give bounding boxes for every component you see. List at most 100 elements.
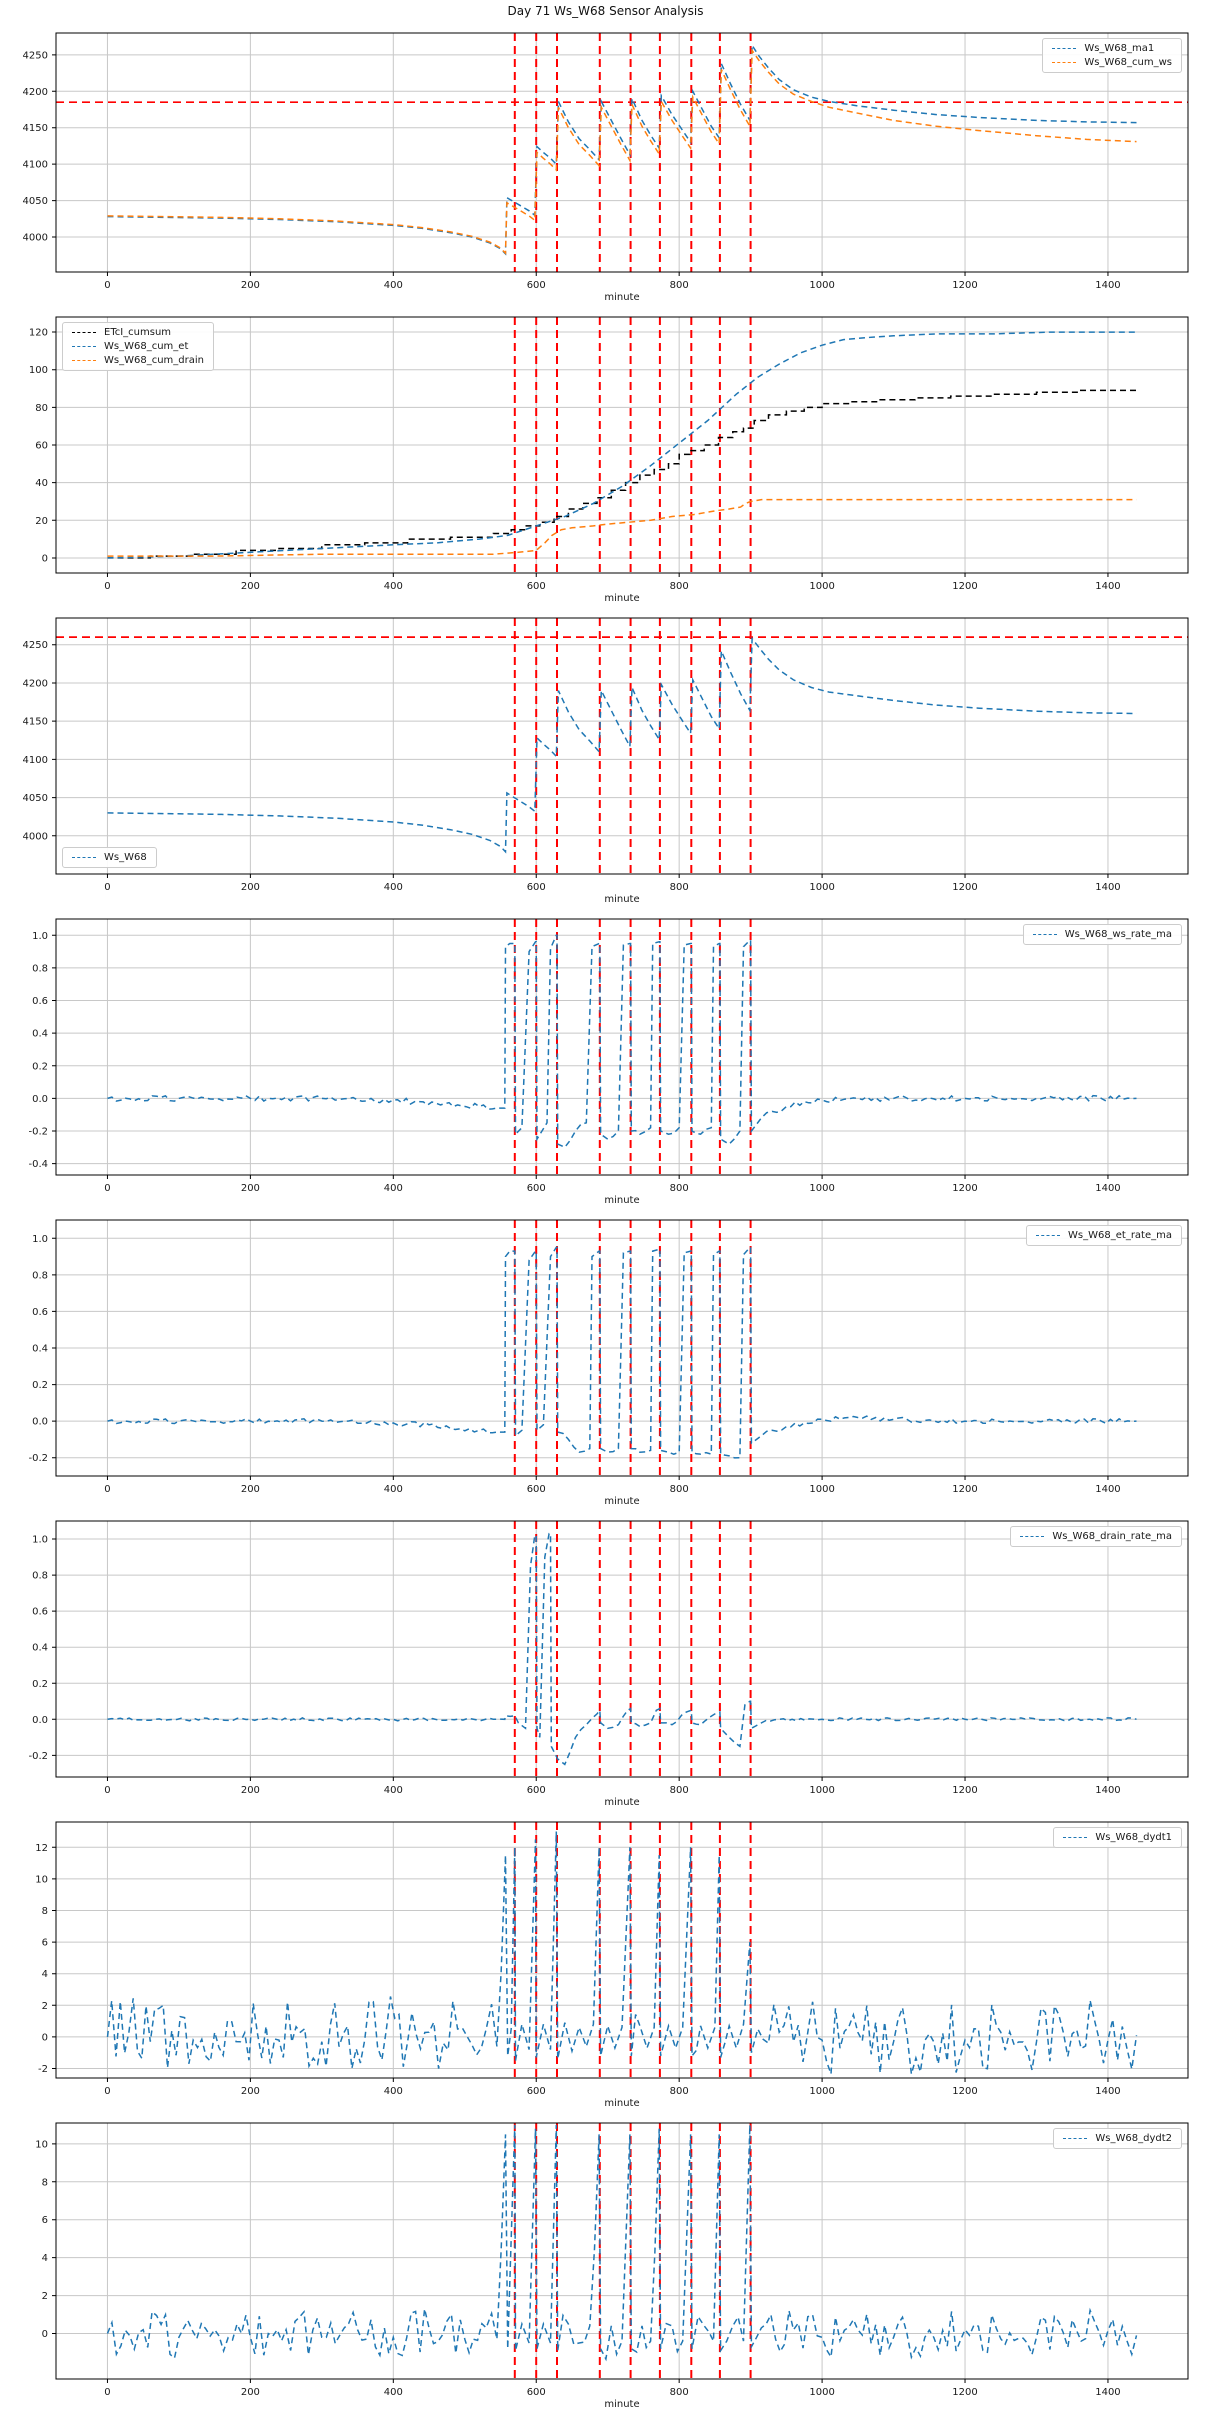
tick-marks xyxy=(52,934,1109,1179)
series-Ws_W68_dydt2 xyxy=(106,2124,1138,2362)
subplot-ws-rate-ma: 0 200 400 600 800 1000 1200 1400 -0.4 -0.2 0.0 0.2 0… xyxy=(0,903,1211,1204)
y-tick-label: 100 xyxy=(29,365,48,376)
x-axis-label: minute xyxy=(604,292,639,301)
legend-entry: Ws_W68_cum_drain xyxy=(72,355,204,366)
legend: Ws_W68 xyxy=(62,847,157,868)
gridlines xyxy=(56,33,1188,272)
legend-label: Ws_W68_dydt1 xyxy=(1095,1832,1172,1843)
figure-title: Day 71 Ws_W68 Sensor Analysis xyxy=(507,4,704,18)
axes-border xyxy=(55,1219,1189,1477)
legend-entry: Ws_W68 xyxy=(72,852,147,863)
legend-entry: Ws_W68_ma1 xyxy=(1052,43,1172,54)
y-tick-label: -2 xyxy=(38,2064,48,2075)
plot-canvas-1: 0 200 400 600 800 1000 1200 1400 4000 4050 4100 415… xyxy=(23,32,1189,301)
subplot-dydt1: 0 200 400 600 800 1000 1200 1400 -2 0 2 4 6 8 10 12 minu… xyxy=(0,1806,1211,2107)
x-tick-label: 1000 xyxy=(809,1484,834,1495)
axes-border xyxy=(55,2122,1189,2380)
event-vlines xyxy=(513,33,752,272)
x-tick-label: 1000 xyxy=(809,1183,834,1194)
x-tick-label: 1000 xyxy=(809,2387,834,2398)
legend-entry: Ws_W68_drain_rate_ma xyxy=(1020,1531,1172,1542)
y-tick-label: 2 xyxy=(42,2001,48,2012)
legend-line-sample xyxy=(72,346,96,347)
x-tick-label: 0 xyxy=(104,882,110,893)
gridlines xyxy=(56,1220,1188,1476)
tick-marks xyxy=(52,331,1109,577)
x-tick-label: 1000 xyxy=(809,581,834,592)
y-tick-label: 4150 xyxy=(23,123,48,134)
x-tick-label: 0 xyxy=(104,1785,110,1796)
x-tick-label: 200 xyxy=(241,2387,260,2398)
x-tick-label: 1400 xyxy=(1095,882,1120,893)
y-tick-label: 2 xyxy=(42,2291,48,2302)
x-tick-label: 600 xyxy=(527,1484,546,1495)
x-tick-label: 1400 xyxy=(1095,1183,1120,1194)
legend: Ws_W68_et_rate_ma xyxy=(1026,1225,1182,1246)
plot-canvas-8: 0 200 400 600 800 1000 1200 1400 0 2 4 6 8 10 minute xyxy=(35,2122,1189,2408)
y-tick-label: 80 xyxy=(35,403,48,414)
x-axis-label: minute xyxy=(604,593,639,602)
x-tick-label: 400 xyxy=(384,2086,403,2097)
legend-line-sample xyxy=(72,332,96,333)
legend-line-sample xyxy=(1063,1837,1088,1838)
tick-marks xyxy=(52,1538,1109,1781)
axes-border xyxy=(55,32,1189,273)
series-Ws_W68_ws_rate_ma xyxy=(107,934,1137,1149)
legend-label: Ws_W68_cum_et xyxy=(104,341,189,352)
y-tick-label: 0.0 xyxy=(32,1715,48,1726)
legend: Ws_W68_drain_rate_ma xyxy=(1010,1526,1182,1547)
y-tick-label: 4200 xyxy=(23,678,48,689)
series-ETcI_cumsum xyxy=(107,388,1138,559)
gridlines xyxy=(56,2123,1188,2379)
y-tick-label: 0.2 xyxy=(32,1380,48,1391)
tick-marks xyxy=(52,1846,1109,2082)
gridlines xyxy=(56,618,1188,874)
y-tick-label: 4050 xyxy=(23,793,48,804)
subplot-cumulative-et-drain: 0 200 400 600 800 1000 1200 1400 0 20 40 60 80 100 120… xyxy=(0,301,1211,602)
x-tick-label: 800 xyxy=(670,2086,689,2097)
y-tick-label: 1.0 xyxy=(32,1234,48,1245)
axes-border xyxy=(55,1520,1189,1778)
x-tick-label: 1400 xyxy=(1095,280,1120,291)
subplot-dydt2: 0 200 400 600 800 1000 1200 1400 0 2 4 6 8 10 minute Ws… xyxy=(0,2107,1211,2408)
legend-label: Ws_W68_drain_rate_ma xyxy=(1052,1531,1172,1542)
x-tick-label: 800 xyxy=(670,1484,689,1495)
x-tick-label: 800 xyxy=(670,581,689,592)
x-tick-label: 0 xyxy=(104,1183,110,1194)
legend: ETcI_cumsum Ws_W68_cum_et Ws_W68_cum_drain xyxy=(62,322,214,371)
legend-label: Ws_W68 xyxy=(104,852,147,863)
x-tick-label: 1400 xyxy=(1095,1785,1120,1796)
plot-canvas-2: 0 200 400 600 800 1000 1200 1400 0 20 40 60 80 100 120… xyxy=(29,316,1189,602)
x-tick-label: 400 xyxy=(384,581,403,592)
x-tick-label: 0 xyxy=(104,1484,110,1495)
y-tick-label: 4050 xyxy=(23,196,48,207)
y-tick-label: 8 xyxy=(42,2177,48,2188)
x-tick-label: 0 xyxy=(104,2387,110,2398)
y-tick-label: -0.2 xyxy=(28,1751,48,1762)
legend-line-sample xyxy=(72,360,96,361)
x-tick-label: 200 xyxy=(241,1183,260,1194)
x-axis-label: minute xyxy=(604,1797,639,1806)
x-tick-label: 200 xyxy=(241,581,260,592)
legend-line-sample xyxy=(72,857,96,858)
y-tick-label: 4150 xyxy=(23,717,48,728)
series-Ws_W68_drain_rate_ma xyxy=(107,1532,1137,1766)
x-tick-label: 400 xyxy=(384,1484,403,1495)
legend-entry: Ws_W68_ws_rate_ma xyxy=(1032,929,1172,940)
x-tick-label: 1200 xyxy=(952,2387,977,2398)
x-axis-label: minute xyxy=(604,1195,639,1204)
axes-border xyxy=(55,617,1189,875)
legend-label: Ws_W68_ws_rate_ma xyxy=(1064,929,1172,940)
x-axis-label: minute xyxy=(604,1496,639,1505)
y-tick-label: 0 xyxy=(42,553,48,564)
y-tick-label: 8 xyxy=(42,1906,48,1917)
legend: Ws_W68_dydt1 xyxy=(1053,1827,1182,1848)
y-tick-label: 6 xyxy=(42,1938,48,1949)
x-tick-label: 1400 xyxy=(1095,2086,1120,2097)
y-tick-label: 4100 xyxy=(23,755,48,766)
y-tick-label: 4100 xyxy=(23,160,48,171)
x-tick-label: 600 xyxy=(527,1785,546,1796)
legend-entry: Ws_W68_cum_ws xyxy=(1052,57,1172,68)
x-tick-label: 0 xyxy=(104,581,110,592)
y-tick-label: -0.4 xyxy=(28,1159,48,1170)
